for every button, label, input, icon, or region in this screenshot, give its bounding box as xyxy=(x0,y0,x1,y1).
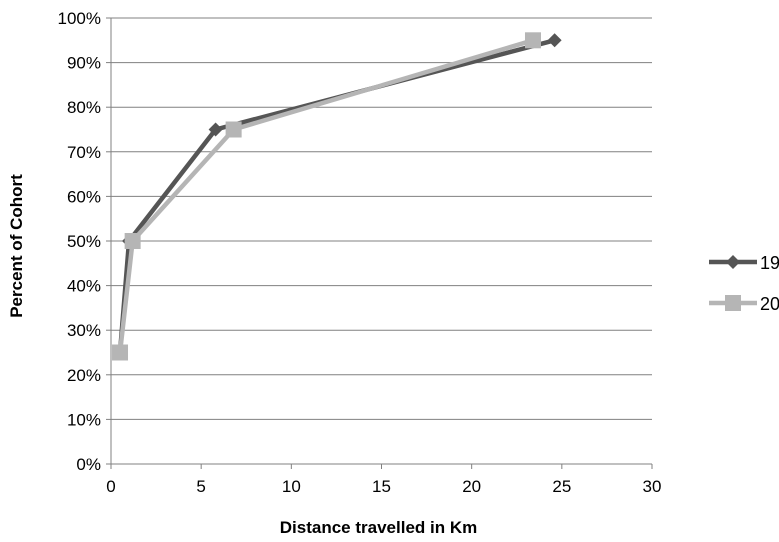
data-point-2003 xyxy=(112,344,129,361)
data-point-2003 xyxy=(124,233,141,249)
legend-item-2003: 2003 xyxy=(709,294,779,314)
y-tick-label: 40% xyxy=(67,277,101,296)
legend-marker xyxy=(726,255,740,269)
legend-marker xyxy=(725,295,741,311)
series-line-2003 xyxy=(117,38,534,353)
series-2003 xyxy=(112,32,541,361)
y-tick-label: 20% xyxy=(67,366,101,385)
y-tick-label: 30% xyxy=(67,321,101,340)
data-point-1997 xyxy=(547,33,562,48)
data-point-2003 xyxy=(524,32,541,49)
legend-item-1997: 1997 xyxy=(709,253,779,273)
y-tick-label: 90% xyxy=(67,54,101,73)
x-tick-label: 15 xyxy=(372,477,391,496)
y-axis-title: Percent of Cohort xyxy=(7,174,26,318)
x-tick-label: 20 xyxy=(462,477,481,496)
x-tick-label: 25 xyxy=(552,477,571,496)
x-axis-ticks: 0 5 10 15 20 25 30 xyxy=(106,464,661,496)
y-tick-label: 50% xyxy=(67,232,101,251)
y-tick-label: 100% xyxy=(58,9,101,28)
y-tick-label: 60% xyxy=(67,187,101,206)
y-tick-label: 0% xyxy=(76,455,101,474)
x-tick-label: 5 xyxy=(196,477,205,496)
legend: 1997 2003 xyxy=(709,253,779,314)
y-tick-label: 10% xyxy=(67,410,101,429)
y-tick-label: 70% xyxy=(67,143,101,162)
data-point-1997 xyxy=(208,122,223,137)
data-point-2003 xyxy=(225,121,242,138)
x-tick-label: 0 xyxy=(106,477,115,496)
legend-label: 1997 xyxy=(760,253,779,273)
series-layer xyxy=(112,32,562,361)
x-tick-label: 30 xyxy=(643,477,662,496)
x-axis-title: Distance travelled in Km xyxy=(280,518,477,537)
y-tick-label: 80% xyxy=(67,98,101,117)
legend-label: 2003 xyxy=(760,294,779,314)
x-tick-label: 10 xyxy=(282,477,301,496)
y-axis-ticks: 0% 10% 20% 30% 40% 50% 60% 70% 80% 90% 100% xyxy=(58,9,111,474)
gridlines xyxy=(111,17,652,420)
